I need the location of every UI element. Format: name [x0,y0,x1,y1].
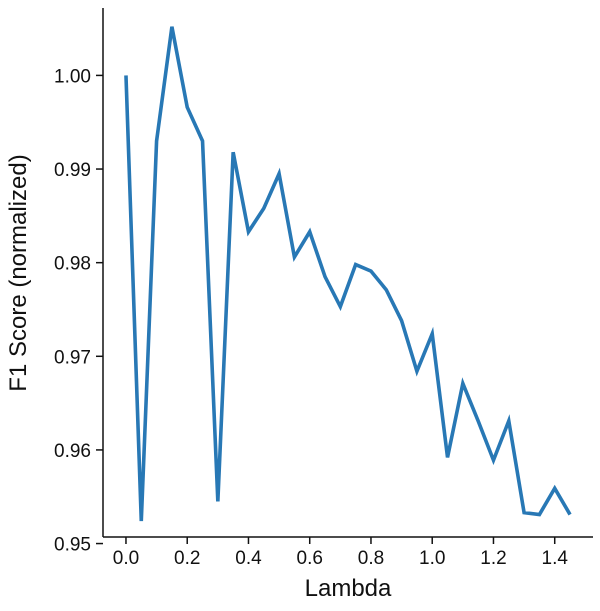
x-tick-label: 0.2 [174,548,200,569]
y-tick-label: 0.98 [54,254,91,275]
x-tick-label: 1.0 [419,548,445,569]
x-axis-label: Lambda [305,575,392,602]
x-tick-label: 1.2 [480,548,506,569]
x-tick-label: 0.4 [235,548,262,569]
x-tick-label: 1.4 [542,548,569,569]
y-axis-label: F1 Score (normalized) [5,154,32,391]
y-axis-ticks: 0.95 0.96 0.97 0.98 0.99 1.00 [54,66,103,556]
x-axis-ticks: 0.0 0.2 0.4 0.6 0.8 1.0 1.2 1.4 [113,537,569,569]
x-tick-label: 0.6 [297,548,323,569]
y-tick-label: 0.96 [54,441,91,462]
y-tick-label: 0.99 [54,160,91,181]
y-tick-label: 0.97 [54,347,91,368]
y-tick-label: 0.95 [54,535,91,556]
series-layer [124,26,572,522]
series-line [124,26,572,522]
x-tick-label: 0.0 [113,548,139,569]
y-tick-label: 1.00 [54,66,91,87]
x-tick-label: 0.8 [358,548,384,569]
plot-frame [102,8,593,538]
